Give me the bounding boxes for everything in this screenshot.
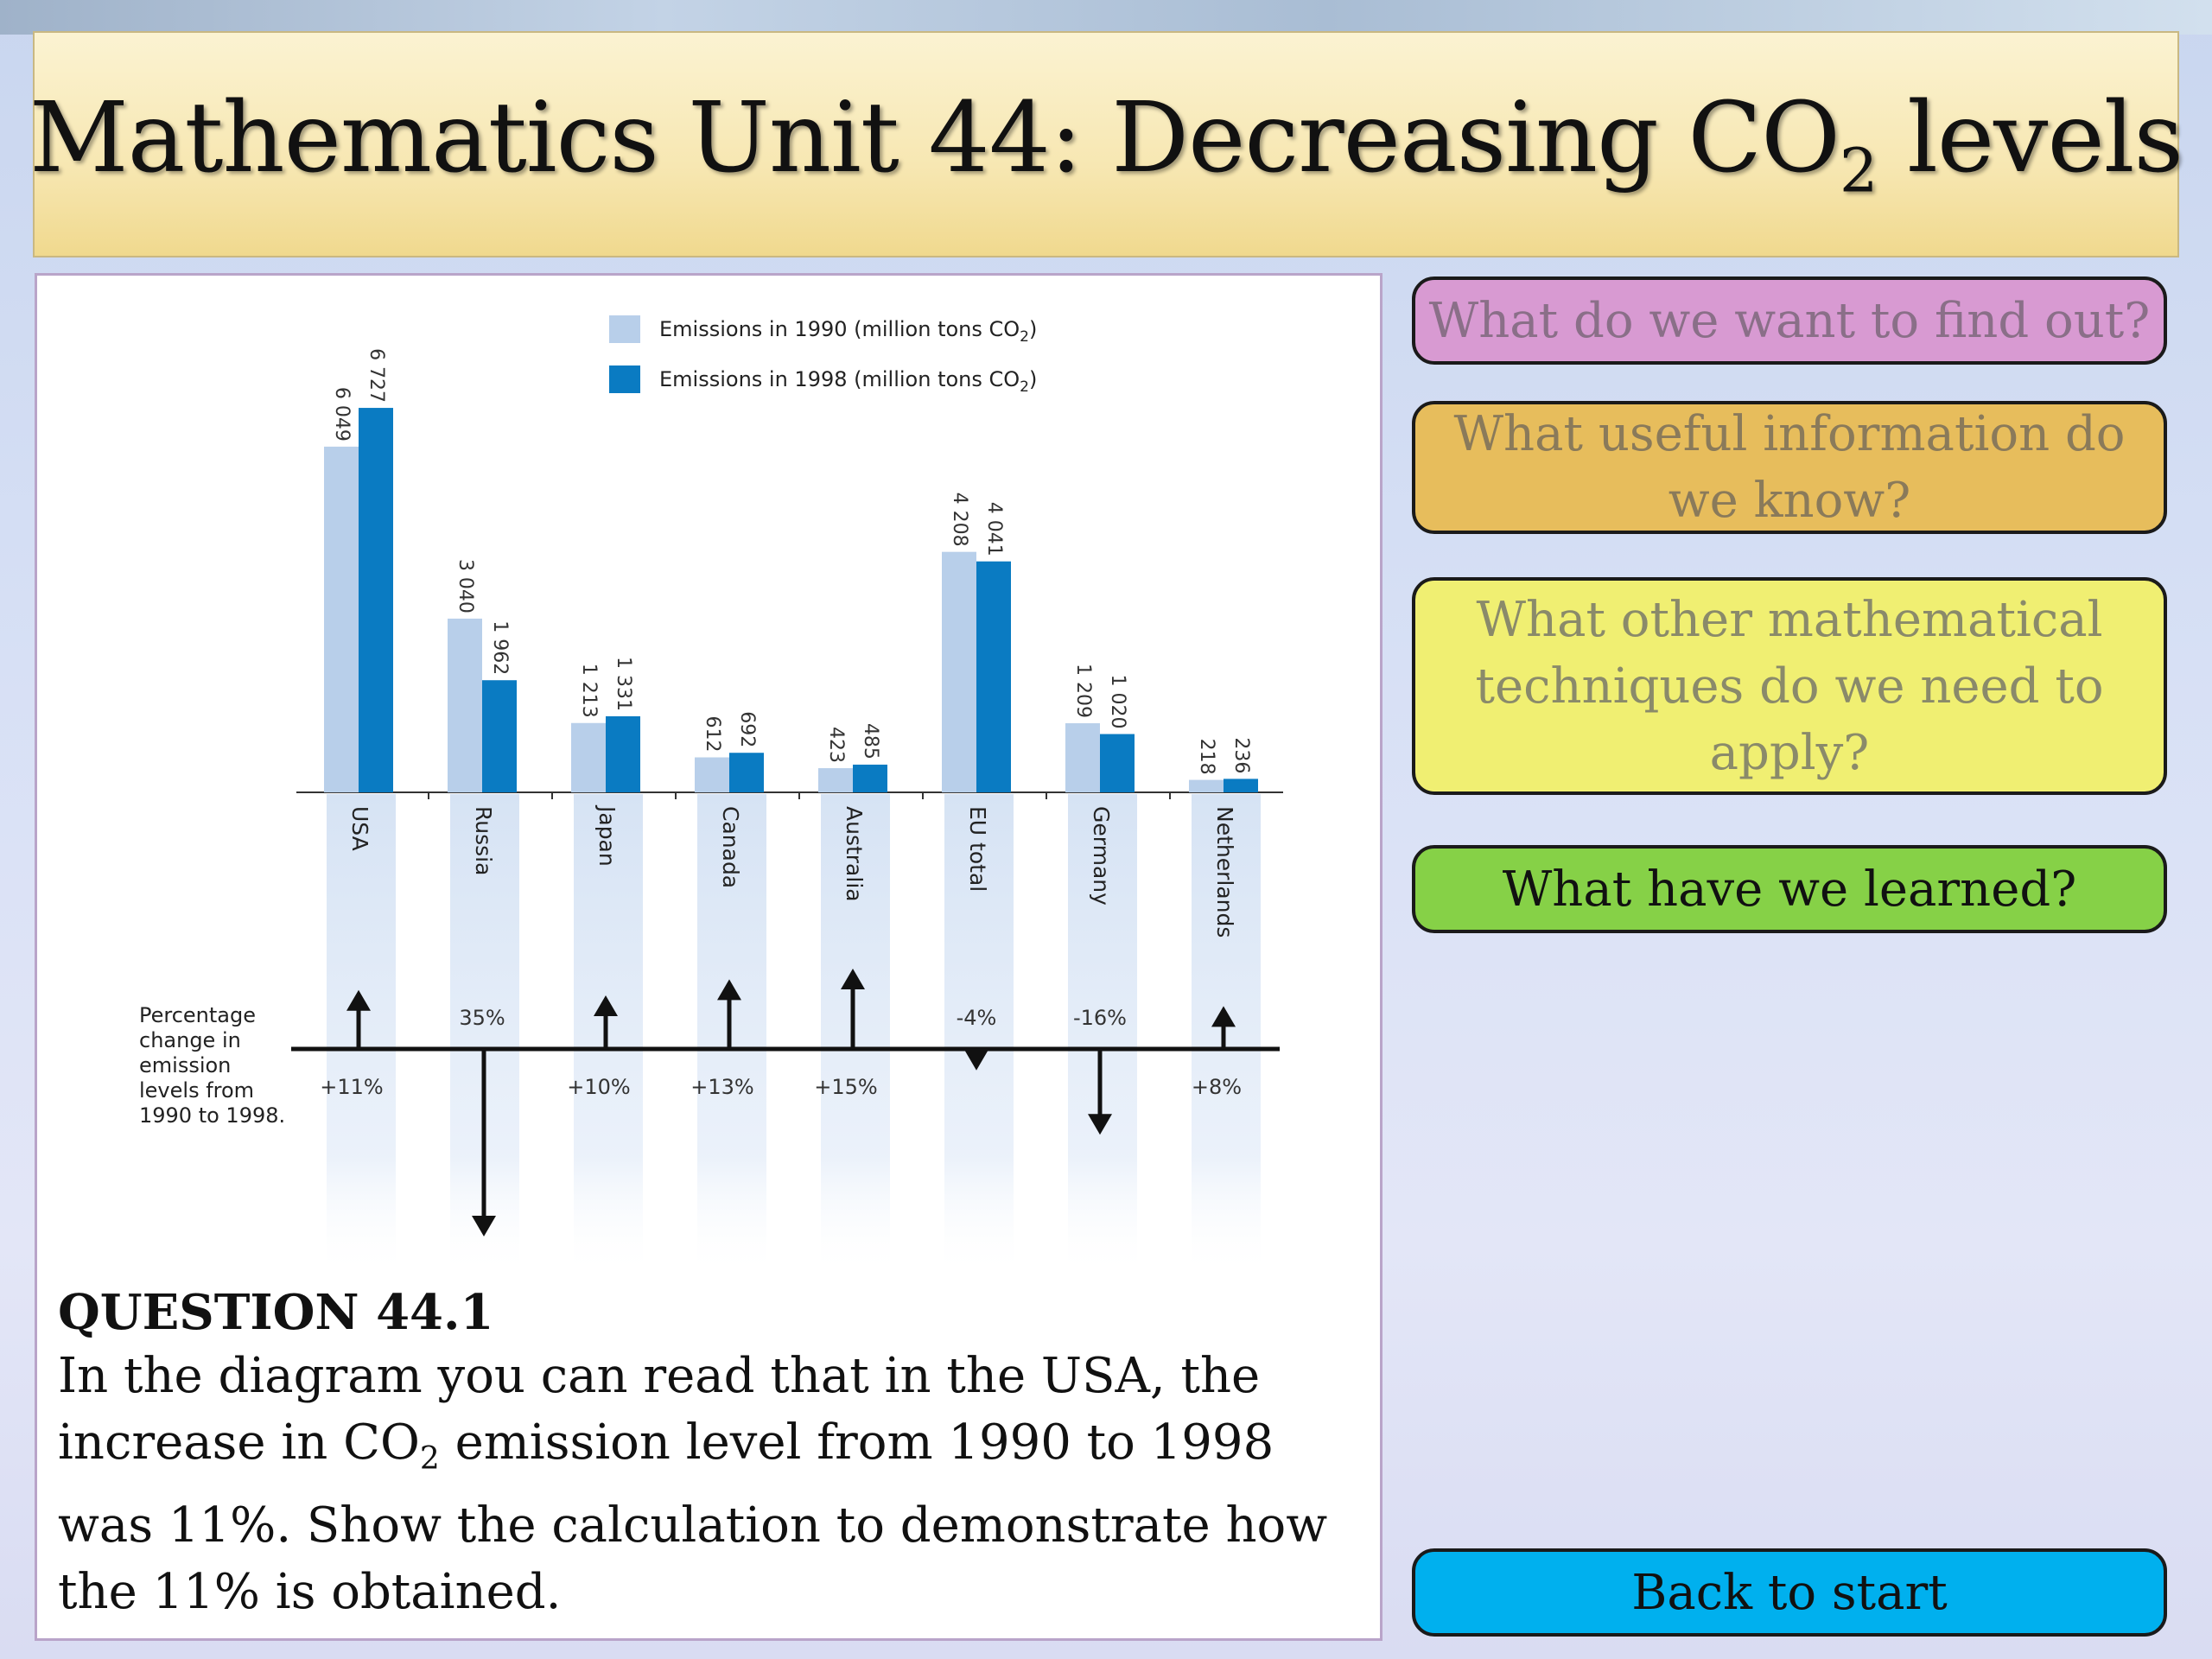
data-label-1990: 1 209	[1072, 664, 1094, 718]
percentage-label: -16%	[1073, 1006, 1127, 1030]
bar-1998	[729, 753, 764, 792]
data-label-1990: 3 040	[454, 559, 476, 613]
column-band	[1068, 794, 1137, 1269]
question-heading: QUESTION 44.1	[58, 1284, 494, 1341]
percentage-label: -4%	[957, 1006, 997, 1030]
bar-1998	[606, 715, 640, 792]
column-band	[574, 794, 643, 1269]
data-label-1990: 423	[825, 727, 847, 763]
techniques-button[interactable]: What other mathematical techniques do we…	[1412, 577, 2167, 795]
column-band	[944, 794, 1014, 1269]
data-label-1990: 4 208	[949, 493, 970, 547]
title-banner: Mathematics Unit 44: Decreasing CO2 leve…	[29, 31, 2183, 257]
legend-label: Emissions in 1998 (million tons CO2)	[659, 367, 1037, 396]
data-label-1998: 6 727	[365, 348, 387, 403]
category-label: EU total	[965, 806, 990, 892]
page-title: Mathematics Unit 44: Decreasing CO2 leve…	[29, 82, 2183, 207]
column-band	[327, 794, 396, 1269]
category-label: Russia	[471, 806, 496, 875]
data-label-1998: 692	[736, 711, 758, 747]
data-label-1998: 485	[860, 723, 881, 760]
category-label: Germany	[1089, 806, 1114, 906]
bar-1998	[853, 764, 887, 792]
category-label: Canada	[718, 806, 743, 888]
arrow-head	[1088, 1114, 1112, 1135]
column-band	[821, 794, 890, 1269]
percentage-label: +8%	[1192, 1075, 1242, 1099]
change-axis-label: 1990 to 1998.	[139, 1103, 285, 1128]
arrow-head	[346, 989, 371, 1011]
find-out-button[interactable]: What do we want to find out?	[1412, 276, 2167, 365]
bar-1998	[1100, 734, 1135, 792]
question-block: QUESTION 44.1 In the diagram you can rea…	[58, 1282, 1371, 1625]
data-label-1990: 6 049	[331, 387, 353, 442]
question-text: In the diagram you can read that in the …	[58, 1348, 1328, 1621]
bar-1998	[482, 680, 517, 792]
data-label-1990: 1 213	[578, 664, 600, 718]
data-label-1998: 1 962	[489, 620, 511, 675]
data-label-1990: 218	[1196, 739, 1217, 775]
change-axis-label: emission	[139, 1053, 231, 1077]
data-label-1990: 612	[702, 716, 723, 753]
percentage-label: +11%	[320, 1075, 383, 1099]
arrow-head	[717, 979, 741, 1001]
arrow-head	[472, 1216, 496, 1236]
slide-frame-top	[0, 0, 2212, 35]
learned-button[interactable]: What have we learned?	[1412, 845, 2167, 933]
change-axis-label: levels from	[139, 1078, 254, 1103]
change-axis-label: Percentage	[139, 1003, 256, 1027]
bar-1990	[571, 722, 606, 792]
content-panel: Emissions in 1990 (million tons CO2) Emis…	[35, 273, 1382, 1641]
bar-1990	[1065, 723, 1100, 792]
bar-1998	[976, 561, 1011, 792]
category-label: Australia	[842, 806, 867, 902]
category-label: Netherlands	[1212, 806, 1237, 938]
category-label: Japan	[594, 804, 620, 867]
bar-1998	[1224, 779, 1258, 792]
bar-1990	[448, 618, 482, 792]
arrow-head	[594, 995, 618, 1016]
useful-info-button[interactable]: What useful information do we know?	[1412, 401, 2167, 534]
bar-1998	[359, 408, 393, 792]
bar-1990	[324, 446, 359, 792]
data-label-1998: 236	[1230, 737, 1252, 773]
percentage-label: +15%	[814, 1075, 877, 1099]
data-label-1998: 4 041	[983, 502, 1005, 556]
arrow-head	[1211, 1006, 1236, 1027]
arrow-head	[841, 969, 865, 989]
arrow-head	[964, 1049, 988, 1071]
percentage-label: 35%	[459, 1006, 505, 1030]
emissions-chart: Emissions in 1990 (million tons CO2) Emis…	[139, 315, 1283, 1269]
data-label-1998: 1 020	[1107, 675, 1128, 729]
legend-swatch	[609, 365, 640, 393]
change-axis-label: change in	[139, 1028, 241, 1052]
column-band	[1192, 794, 1261, 1269]
bar-1990	[942, 551, 976, 792]
percentage-label: +13%	[690, 1075, 753, 1099]
bar-1990	[818, 768, 853, 792]
column-band	[697, 794, 766, 1269]
percentage-label: +10%	[567, 1075, 630, 1099]
legend-label: Emissions in 1990 (million tons CO2)	[659, 317, 1037, 346]
legend-swatch	[609, 315, 640, 343]
bar-1990	[1189, 779, 1224, 792]
data-label-1998: 1 331	[613, 657, 634, 711]
bar-1990	[695, 757, 729, 792]
category-label: USA	[347, 806, 372, 851]
back-to-start-button[interactable]: Back to start	[1412, 1548, 2167, 1637]
